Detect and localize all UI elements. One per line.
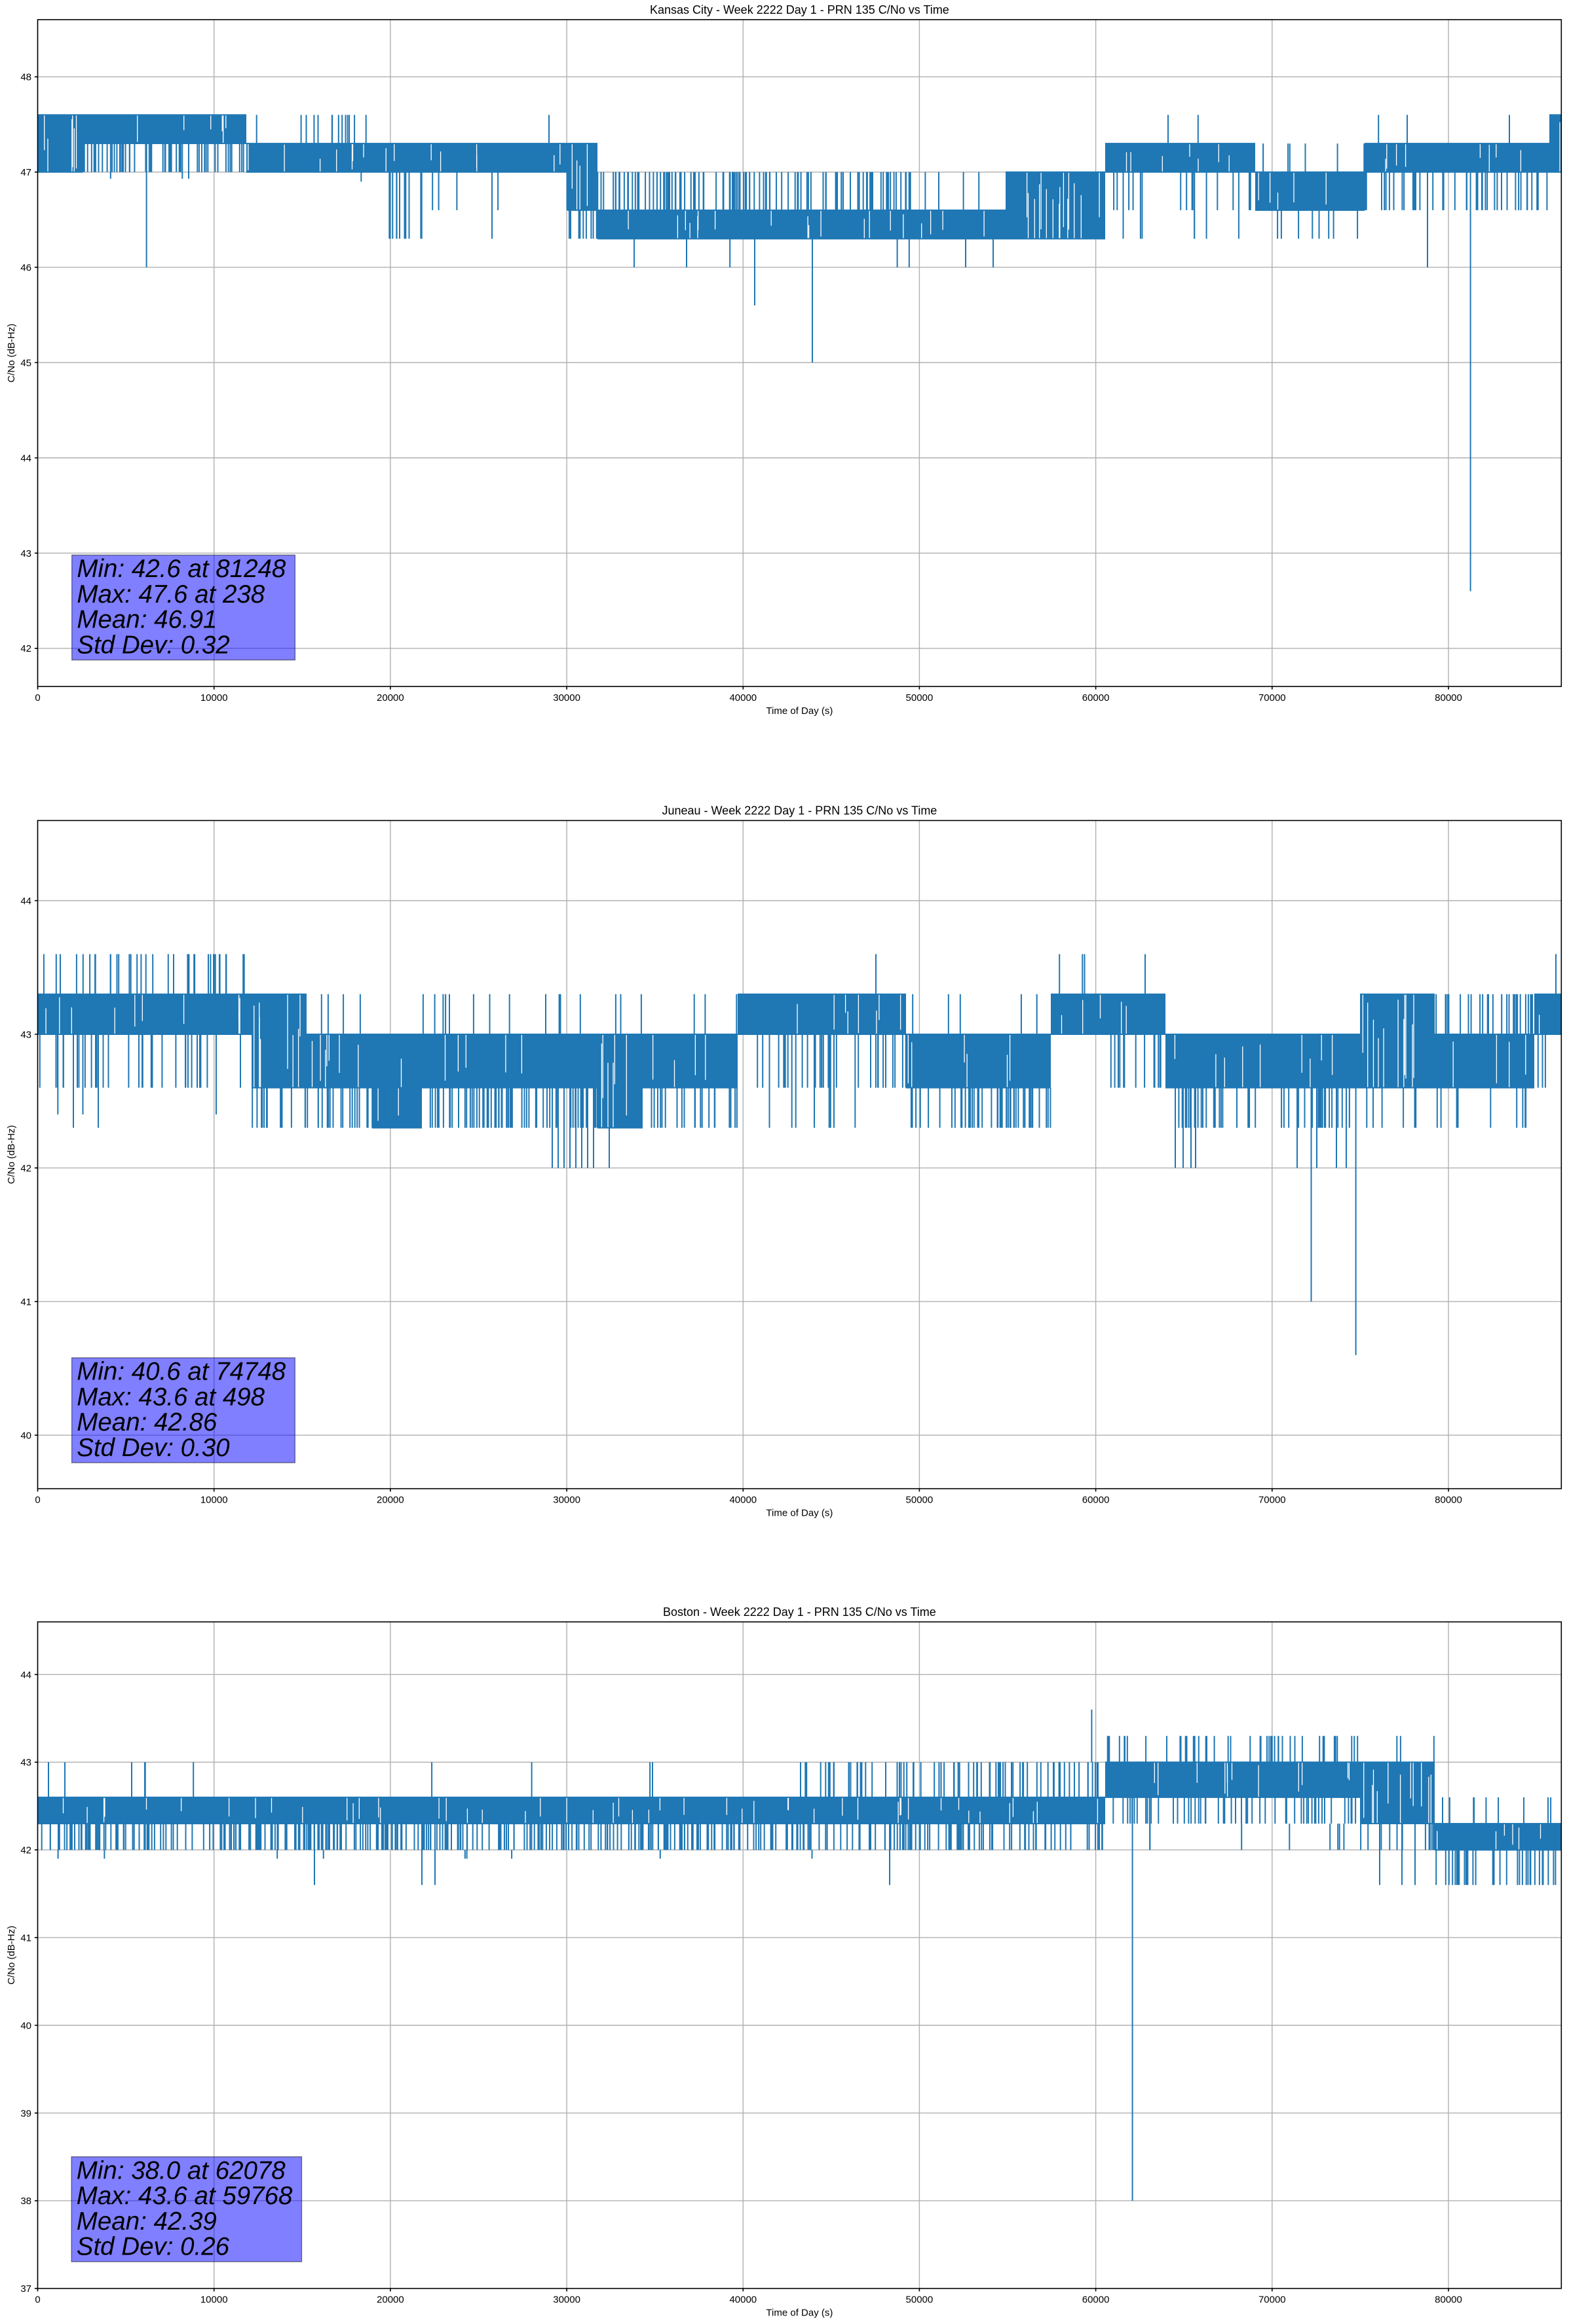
svg-text:C/No (dB-Hz): C/No (dB-Hz) <box>6 1125 17 1184</box>
svg-text:0: 0 <box>35 2295 40 2306</box>
svg-text:30000: 30000 <box>553 692 580 703</box>
svg-text:43: 43 <box>20 1757 31 1769</box>
svg-text:50000: 50000 <box>906 1495 934 1506</box>
svg-text:10000: 10000 <box>200 2295 228 2306</box>
svg-text:44: 44 <box>20 453 31 464</box>
svg-text:43: 43 <box>20 1029 31 1040</box>
svg-text:50000: 50000 <box>906 692 934 703</box>
svg-text:60000: 60000 <box>1082 2295 1110 2306</box>
svg-text:41: 41 <box>20 1297 31 1308</box>
svg-text:80000: 80000 <box>1435 692 1462 703</box>
svg-text:70000: 70000 <box>1258 2295 1286 2306</box>
svg-text:50000: 50000 <box>906 2295 934 2306</box>
svg-text:42: 42 <box>20 1845 31 1856</box>
svg-text:Max: 43.6 at 59768: Max: 43.6 at 59768 <box>77 2182 293 2210</box>
svg-text:10000: 10000 <box>200 1495 228 1506</box>
svg-text:Min: 42.6 at 81248: Min: 42.6 at 81248 <box>77 555 286 583</box>
svg-text:46: 46 <box>20 263 31 274</box>
svg-text:44: 44 <box>20 895 31 907</box>
svg-text:40: 40 <box>20 1431 31 1442</box>
svg-text:Time of Day (s): Time of Day (s) <box>766 1508 833 1519</box>
svg-text:80000: 80000 <box>1435 2295 1462 2306</box>
svg-text:70000: 70000 <box>1258 692 1286 703</box>
svg-text:Std Dev: 0.26: Std Dev: 0.26 <box>77 2233 230 2261</box>
svg-text:20000: 20000 <box>377 1495 404 1506</box>
svg-text:60000: 60000 <box>1082 692 1110 703</box>
svg-text:Std Dev: 0.32: Std Dev: 0.32 <box>77 631 229 659</box>
svg-text:Max: 47.6 at 238: Max: 47.6 at 238 <box>77 580 265 609</box>
svg-text:20000: 20000 <box>377 692 404 703</box>
svg-text:45: 45 <box>20 358 31 369</box>
svg-text:37: 37 <box>20 2283 31 2295</box>
svg-text:48: 48 <box>20 72 31 83</box>
svg-text:42: 42 <box>20 643 31 654</box>
svg-text:10000: 10000 <box>200 692 228 703</box>
svg-text:39: 39 <box>20 2108 31 2119</box>
svg-text:Mean: 42.39: Mean: 42.39 <box>77 2207 217 2236</box>
svg-text:C/No (dB-Hz): C/No (dB-Hz) <box>6 1926 17 1985</box>
svg-text:42: 42 <box>20 1163 31 1174</box>
svg-text:Time of Day (s): Time of Day (s) <box>766 2308 833 2319</box>
svg-text:Mean: 42.86: Mean: 42.86 <box>77 1408 217 1436</box>
svg-text:20000: 20000 <box>377 2295 404 2306</box>
svg-text:40000: 40000 <box>729 2295 757 2306</box>
svg-text:Max: 43.6 at 498: Max: 43.6 at 498 <box>77 1383 265 1411</box>
svg-text:38: 38 <box>20 2196 31 2207</box>
svg-text:70000: 70000 <box>1258 1495 1286 1506</box>
svg-text:44: 44 <box>20 1670 31 1681</box>
svg-text:Time of Day (s): Time of Day (s) <box>766 705 833 717</box>
svg-text:C/No (dB-Hz): C/No (dB-Hz) <box>6 324 17 383</box>
svg-text:41: 41 <box>20 1933 31 1944</box>
svg-text:30000: 30000 <box>553 2295 580 2306</box>
svg-text:Boston - Week 2222 Day 1 - PRN: Boston - Week 2222 Day 1 - PRN 135 C/No … <box>663 1605 936 1619</box>
svg-text:40000: 40000 <box>729 1495 757 1506</box>
svg-text:60000: 60000 <box>1082 1495 1110 1506</box>
svg-text:Mean: 46.91: Mean: 46.91 <box>77 606 217 634</box>
svg-text:Min: 40.6 at 74748: Min: 40.6 at 74748 <box>77 1358 286 1386</box>
svg-text:47: 47 <box>20 167 31 178</box>
svg-text:Std Dev: 0.30: Std Dev: 0.30 <box>77 1434 230 1462</box>
svg-text:Kansas City - Week 2222 Day 1: Kansas City - Week 2222 Day 1 - PRN 135 … <box>650 3 949 16</box>
svg-text:Juneau - Week 2222 Day 1 - PRN: Juneau - Week 2222 Day 1 - PRN 135 C/No … <box>662 804 937 817</box>
svg-text:80000: 80000 <box>1435 1495 1462 1506</box>
svg-text:Min: 38.0 at 62078: Min: 38.0 at 62078 <box>77 2156 286 2184</box>
svg-text:43: 43 <box>20 548 31 559</box>
svg-text:40: 40 <box>20 2020 31 2031</box>
svg-text:0: 0 <box>35 1495 40 1506</box>
svg-text:0: 0 <box>35 692 40 703</box>
svg-text:30000: 30000 <box>553 1495 580 1506</box>
svg-text:40000: 40000 <box>729 692 757 703</box>
